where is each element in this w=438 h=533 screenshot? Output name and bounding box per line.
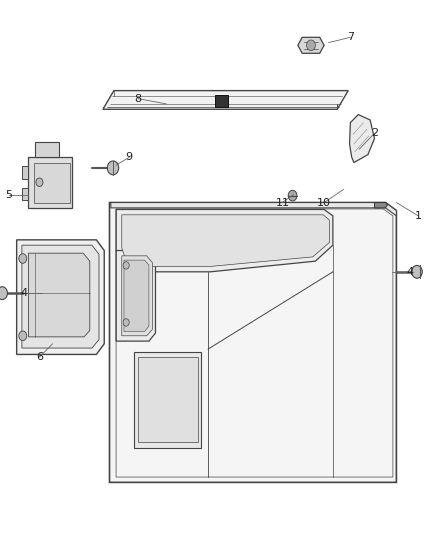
Polygon shape [110, 203, 396, 482]
Polygon shape [298, 37, 324, 53]
Circle shape [412, 265, 422, 278]
Text: 11: 11 [276, 198, 290, 207]
Text: 4: 4 [21, 288, 28, 298]
Polygon shape [28, 157, 72, 208]
Polygon shape [28, 253, 90, 337]
Polygon shape [22, 188, 28, 200]
Polygon shape [116, 209, 333, 272]
Circle shape [19, 254, 27, 263]
Circle shape [36, 178, 43, 187]
Polygon shape [111, 203, 396, 216]
Circle shape [307, 40, 315, 51]
Text: 9: 9 [126, 152, 133, 162]
Polygon shape [22, 166, 28, 179]
Polygon shape [122, 215, 329, 266]
Text: 1: 1 [415, 211, 422, 221]
Text: 5: 5 [5, 190, 12, 199]
Text: 8: 8 [134, 94, 141, 103]
Circle shape [19, 331, 27, 341]
Polygon shape [138, 357, 198, 442]
Circle shape [107, 161, 119, 175]
Circle shape [123, 262, 129, 269]
Text: 6: 6 [36, 352, 43, 362]
Text: 4: 4 [406, 267, 413, 277]
Circle shape [0, 287, 7, 300]
Polygon shape [122, 256, 152, 336]
Polygon shape [134, 352, 201, 448]
Text: 2: 2 [371, 128, 378, 138]
Bar [215, 95, 228, 107]
Polygon shape [17, 240, 104, 354]
Polygon shape [22, 245, 99, 348]
Polygon shape [103, 91, 348, 109]
Polygon shape [350, 115, 374, 163]
Circle shape [288, 190, 297, 201]
Polygon shape [374, 203, 388, 208]
Polygon shape [35, 142, 59, 157]
Polygon shape [34, 163, 70, 203]
Polygon shape [116, 251, 155, 341]
Text: 7: 7 [347, 33, 354, 42]
Circle shape [123, 319, 129, 326]
Polygon shape [124, 260, 149, 332]
Text: 10: 10 [317, 198, 331, 207]
